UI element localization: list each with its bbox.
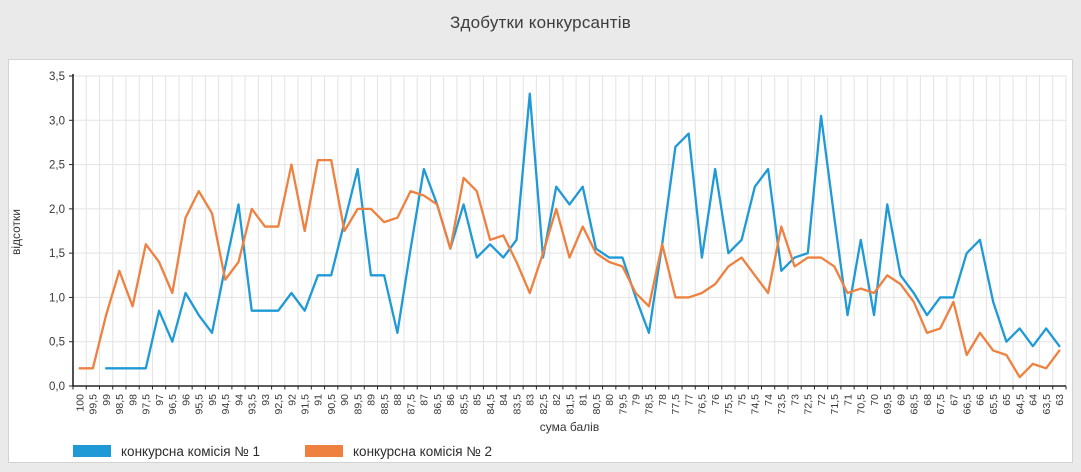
x-tick-label: 69,5	[882, 394, 894, 415]
x-tick-label: 75	[736, 394, 748, 406]
chart-title: Здобутки конкурсантів	[450, 13, 631, 32]
x-tick-label: 63,5	[1041, 394, 1053, 415]
x-tick-label: 63	[1054, 394, 1066, 406]
y-tick-label: 1,5	[49, 248, 65, 260]
x-tick-label: 85,5	[458, 394, 470, 415]
x-tick-label: 75,5	[723, 394, 735, 415]
x-tick-label: 94	[233, 394, 245, 406]
y-tick-label: 3,5	[49, 71, 65, 83]
x-tick-label: 99	[101, 394, 113, 406]
legend-swatch-komisiya-1	[73, 445, 111, 457]
x-tick-label: 81,5	[564, 394, 576, 415]
x-tick-label: 69	[895, 394, 907, 406]
x-tick-label: 84	[498, 394, 510, 406]
x-tick-label: 68	[922, 394, 934, 406]
x-tick-label: 78,5	[644, 394, 656, 415]
x-tick-label: 71	[842, 394, 854, 406]
x-tick-label: 76,5	[697, 394, 709, 415]
x-tick-label: 93,5	[247, 394, 259, 415]
x-tick-label: 98	[127, 394, 139, 406]
x-tick-label: 93	[260, 394, 272, 406]
x-tick-label: 70,5	[856, 394, 868, 415]
x-tick-label: 90	[339, 394, 351, 406]
x-tick-label: 80	[604, 394, 616, 406]
y-tick-label: 1,0	[49, 292, 65, 304]
line-chart-plot: 0,0 0,5 1,0 1,5 2,0 2,5 3,0 3,5 100 99,5 99 98,5 98 9…	[9, 60, 1072, 467]
x-tick-label: 66	[975, 394, 987, 406]
x-tick-label: 88	[392, 394, 404, 406]
x-tick-label: 67	[948, 394, 960, 406]
x-tick-label: 98,5	[114, 394, 126, 415]
x-tick-label: 92,5	[273, 394, 285, 415]
x-tick-label: 81	[578, 394, 590, 406]
x-tick-label: 64	[1028, 394, 1040, 406]
x-tick-label: 67,5	[935, 394, 947, 415]
x-tick-label: 72	[816, 394, 828, 406]
x-tick-label: 77	[683, 394, 695, 406]
x-tick-label: 96	[180, 394, 192, 406]
x-tick-label: 86,5	[432, 394, 444, 415]
x-tick-label: 77,5	[670, 394, 682, 415]
y-tick-label: 0,5	[49, 337, 65, 349]
x-tick-label: 96,5	[167, 394, 179, 415]
x-tick-label: 95	[207, 394, 219, 406]
x-tick-label: 91	[313, 394, 325, 406]
y-tick-label: 3,0	[49, 115, 65, 127]
chart-panel: 0,0 0,5 1,0 1,5 2,0 2,5 3,0 3,5 100 99,5 99 98,5 98 9…	[8, 59, 1073, 463]
x-tick-label: 87	[419, 394, 431, 406]
x-tick-label: 79	[631, 394, 643, 406]
x-tick-label: 97	[154, 394, 166, 406]
x-tick-label: 99,5	[88, 394, 100, 415]
x-tick-label: 87,5	[405, 394, 417, 415]
legend-item-komisiya-1: конкурсна комісія № 1	[73, 442, 260, 460]
x-tick-label: 78	[657, 394, 669, 406]
x-tick-label: 82,5	[538, 394, 550, 415]
x-tick-label: 84,5	[485, 394, 497, 415]
x-tick-label: 74	[763, 394, 775, 406]
x-tick-label: 83	[525, 394, 537, 406]
legend-swatch-komisiya-2	[305, 445, 343, 457]
legend-label-komisiya-1: конкурсна комісія № 1	[121, 443, 261, 459]
x-axis-title: сума балів	[539, 420, 600, 434]
x-tick-label: 82	[551, 394, 563, 406]
x-tick-label: 71,5	[829, 394, 841, 415]
x-tick-label: 72,5	[803, 394, 815, 415]
x-tick-label: 79,5	[617, 394, 629, 415]
x-tick-label: 73,5	[776, 394, 788, 415]
x-tick-label: 90,5	[326, 394, 338, 415]
x-tick-label: 88,5	[379, 394, 391, 415]
x-tick-label: 64,5	[1014, 394, 1026, 415]
x-tick-label: 70	[869, 394, 881, 406]
x-tick-label: 76	[710, 394, 722, 406]
x-tick-label: 80,5	[591, 394, 603, 415]
x-tick-label: 68,5	[909, 394, 921, 415]
series-line-komisiya-2	[78, 158, 1061, 379]
x-tick-label: 74,5	[750, 394, 762, 415]
y-axis-title: відсотки	[9, 208, 23, 256]
x-tick-label: 66,5	[962, 394, 974, 415]
x-tick-label: 65,5	[988, 394, 1000, 415]
x-tick-label: 92	[286, 394, 298, 406]
x-tick-label: 85	[472, 394, 484, 406]
x-tick-label: 91,5	[300, 394, 312, 415]
series-line-komisiya-1	[104, 92, 1061, 370]
x-tick-label: 65	[1001, 394, 1013, 406]
x-tick-label: 95,5	[194, 394, 206, 415]
y-tick-label: 2,5	[49, 160, 65, 172]
x-tick-label: 89,5	[352, 394, 364, 415]
x-tick-label: 94,5	[220, 394, 232, 415]
y-tick-label: 0,0	[49, 381, 65, 393]
x-tick-label: 86	[445, 394, 457, 406]
x-tick-label: 100	[74, 394, 86, 412]
x-tick-label: 73	[789, 394, 801, 406]
legend-item-komisiya-2: конкурсна комісія № 2	[305, 442, 492, 460]
x-tick-label: 97,5	[141, 394, 153, 415]
y-tick-label: 2,0	[49, 204, 65, 216]
x-tick-label: 89	[366, 394, 378, 406]
legend-label-komisiya-2: конкурсна комісія № 2	[353, 443, 493, 459]
x-tick-label: 83,5	[511, 394, 523, 415]
